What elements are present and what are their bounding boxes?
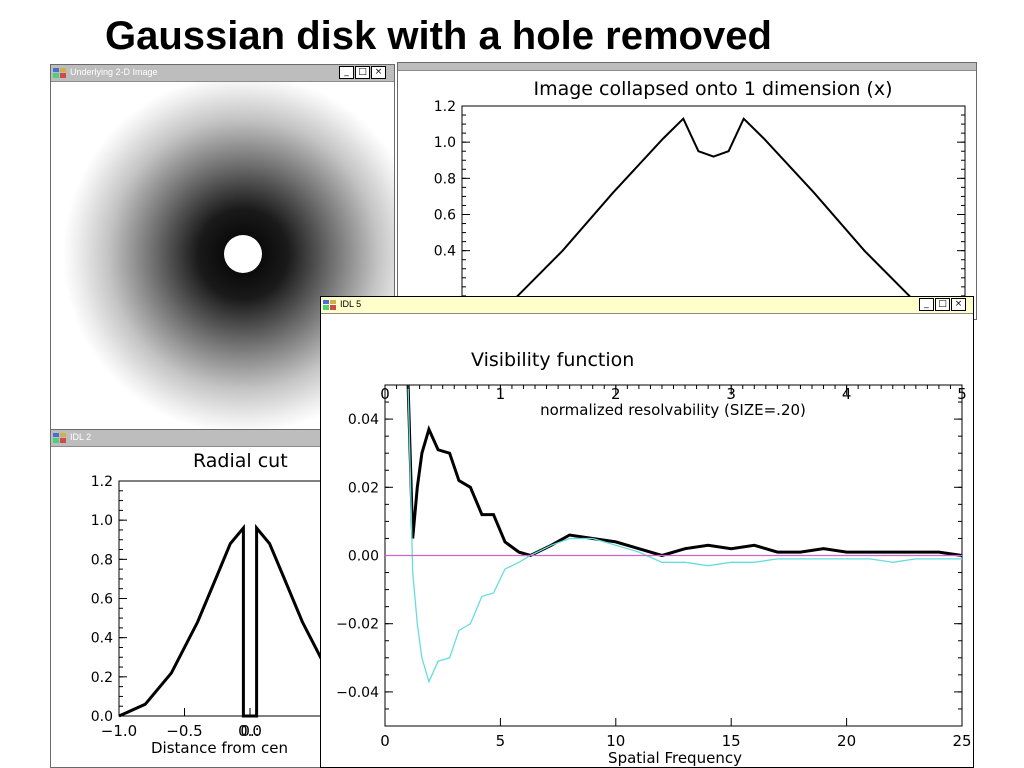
minimize-button[interactable]: _ [339, 66, 354, 79]
series-line-2 [407, 384, 962, 684]
top-x-tick-label: 3 [726, 385, 736, 403]
visibility-window-titlebar[interactable]: IDL 5 _ □ × [321, 297, 973, 314]
top-axis-label: normalized resolvability (SIZE=.20) [540, 401, 806, 419]
y-tick-label: 0.6 [434, 208, 456, 224]
top-x-tick-label: 4 [842, 385, 852, 403]
top-x-tick-label: 5 [957, 385, 967, 403]
x-tick-label: 0.: [240, 722, 259, 740]
plot-title: Visibility function [471, 349, 634, 371]
x-tick-label: 5 [496, 732, 506, 750]
y-tick-label: 0.4 [91, 631, 113, 647]
image-window-titlebar[interactable]: Underlying 2-D Image _ □ × [51, 65, 394, 82]
top-x-tick-label: 1 [496, 385, 506, 403]
y-tick-label: 0.04 [348, 412, 379, 428]
series-line-1 [118, 523, 330, 718]
x-tick-label: 20 [837, 732, 856, 750]
y-tick-label: 0.00 [348, 549, 379, 565]
radial-plot-window[interactable]: IDL 2 Radial cut 1.2 1.0 0.8 0.6 0.4 0.2 0.0 −1.… [50, 429, 340, 768]
minimize-button[interactable]: _ [919, 298, 934, 311]
x-tick-label: 0.0 [238, 722, 262, 740]
x-tick-label: −0.5 [166, 722, 202, 740]
plot-title: Image collapsed onto 1 dimension (x) [533, 78, 892, 100]
maximize-button[interactable]: □ [355, 66, 370, 79]
idl-app-icon [53, 433, 66, 443]
x-axis-label: Distance from cen [151, 739, 288, 757]
close-button[interactable]: × [371, 66, 386, 79]
x-tick-label: 10 [606, 732, 625, 750]
radial-window-title: IDL 2 [70, 432, 92, 442]
image-window[interactable]: Underlying 2-D Image _ □ × [50, 64, 395, 434]
x-tick-label: 25 [952, 732, 971, 750]
y-tick-label: 0.2 [91, 670, 113, 686]
image-canvas [51, 74, 394, 433]
y-tick-label: −0.04 [336, 685, 379, 701]
y-tick-label: 0.02 [348, 480, 379, 496]
collapsed-plot-window[interactable]: Image collapsed onto 1 dimension (x) 1.2 1… [397, 62, 977, 320]
top-x-tick-label: 2 [611, 385, 621, 403]
collapsed-window-titlebar[interactable] [398, 63, 976, 71]
y-tick-label: 1.2 [434, 99, 456, 115]
x-axis-label: Spatial Frequency [608, 749, 742, 767]
plot-frame [118, 480, 339, 717]
x-tick-label: 15 [722, 732, 741, 750]
idl-app-icon [53, 68, 66, 78]
y-tick-label: −0.02 [336, 617, 379, 633]
close-button[interactable]: × [951, 298, 966, 311]
plot-frame [461, 105, 966, 319]
x-tick-label: 0 [380, 732, 390, 750]
visibility-window-title: IDL 5 [340, 299, 362, 309]
radial-window-titlebar[interactable]: IDL 2 [51, 430, 339, 447]
y-tick-label: 1.2 [91, 474, 113, 490]
slide-title: Gaussian disk with a hole removed [105, 14, 772, 58]
y-tick-label: 0.6 [91, 592, 113, 608]
visibility-plot: Visibility function 0.04 0.02 0.00 −0.02 −0.0… [336, 349, 971, 767]
collapsed-plot: Image collapsed onto 1 dimension (x) 1.2 1… [434, 78, 966, 319]
visibility-window[interactable]: IDL 5 _ □ × Visibility function 0.04 0.02 0… [320, 296, 974, 768]
central-hole [224, 235, 262, 273]
y-tick-label: 0.4 [434, 244, 456, 260]
gaussian-disk-image [51, 74, 394, 433]
idl-app-icon [323, 300, 336, 310]
x-tick-label: −1.0 [101, 722, 137, 740]
y-tick-label: 0.0 [91, 709, 113, 725]
y-tick-label: 1.0 [91, 513, 113, 529]
series-line-1 [468, 116, 959, 319]
y-tick-label: 0.8 [91, 552, 113, 568]
maximize-button[interactable]: □ [935, 298, 950, 311]
image-window-title: Underlying 2-D Image [70, 67, 158, 77]
y-tick-label: 0.8 [434, 171, 456, 187]
plot-title: Radial cut [193, 450, 288, 472]
top-x-tick-label: 0 [380, 385, 390, 403]
y-tick-label: 1.0 [434, 135, 456, 151]
